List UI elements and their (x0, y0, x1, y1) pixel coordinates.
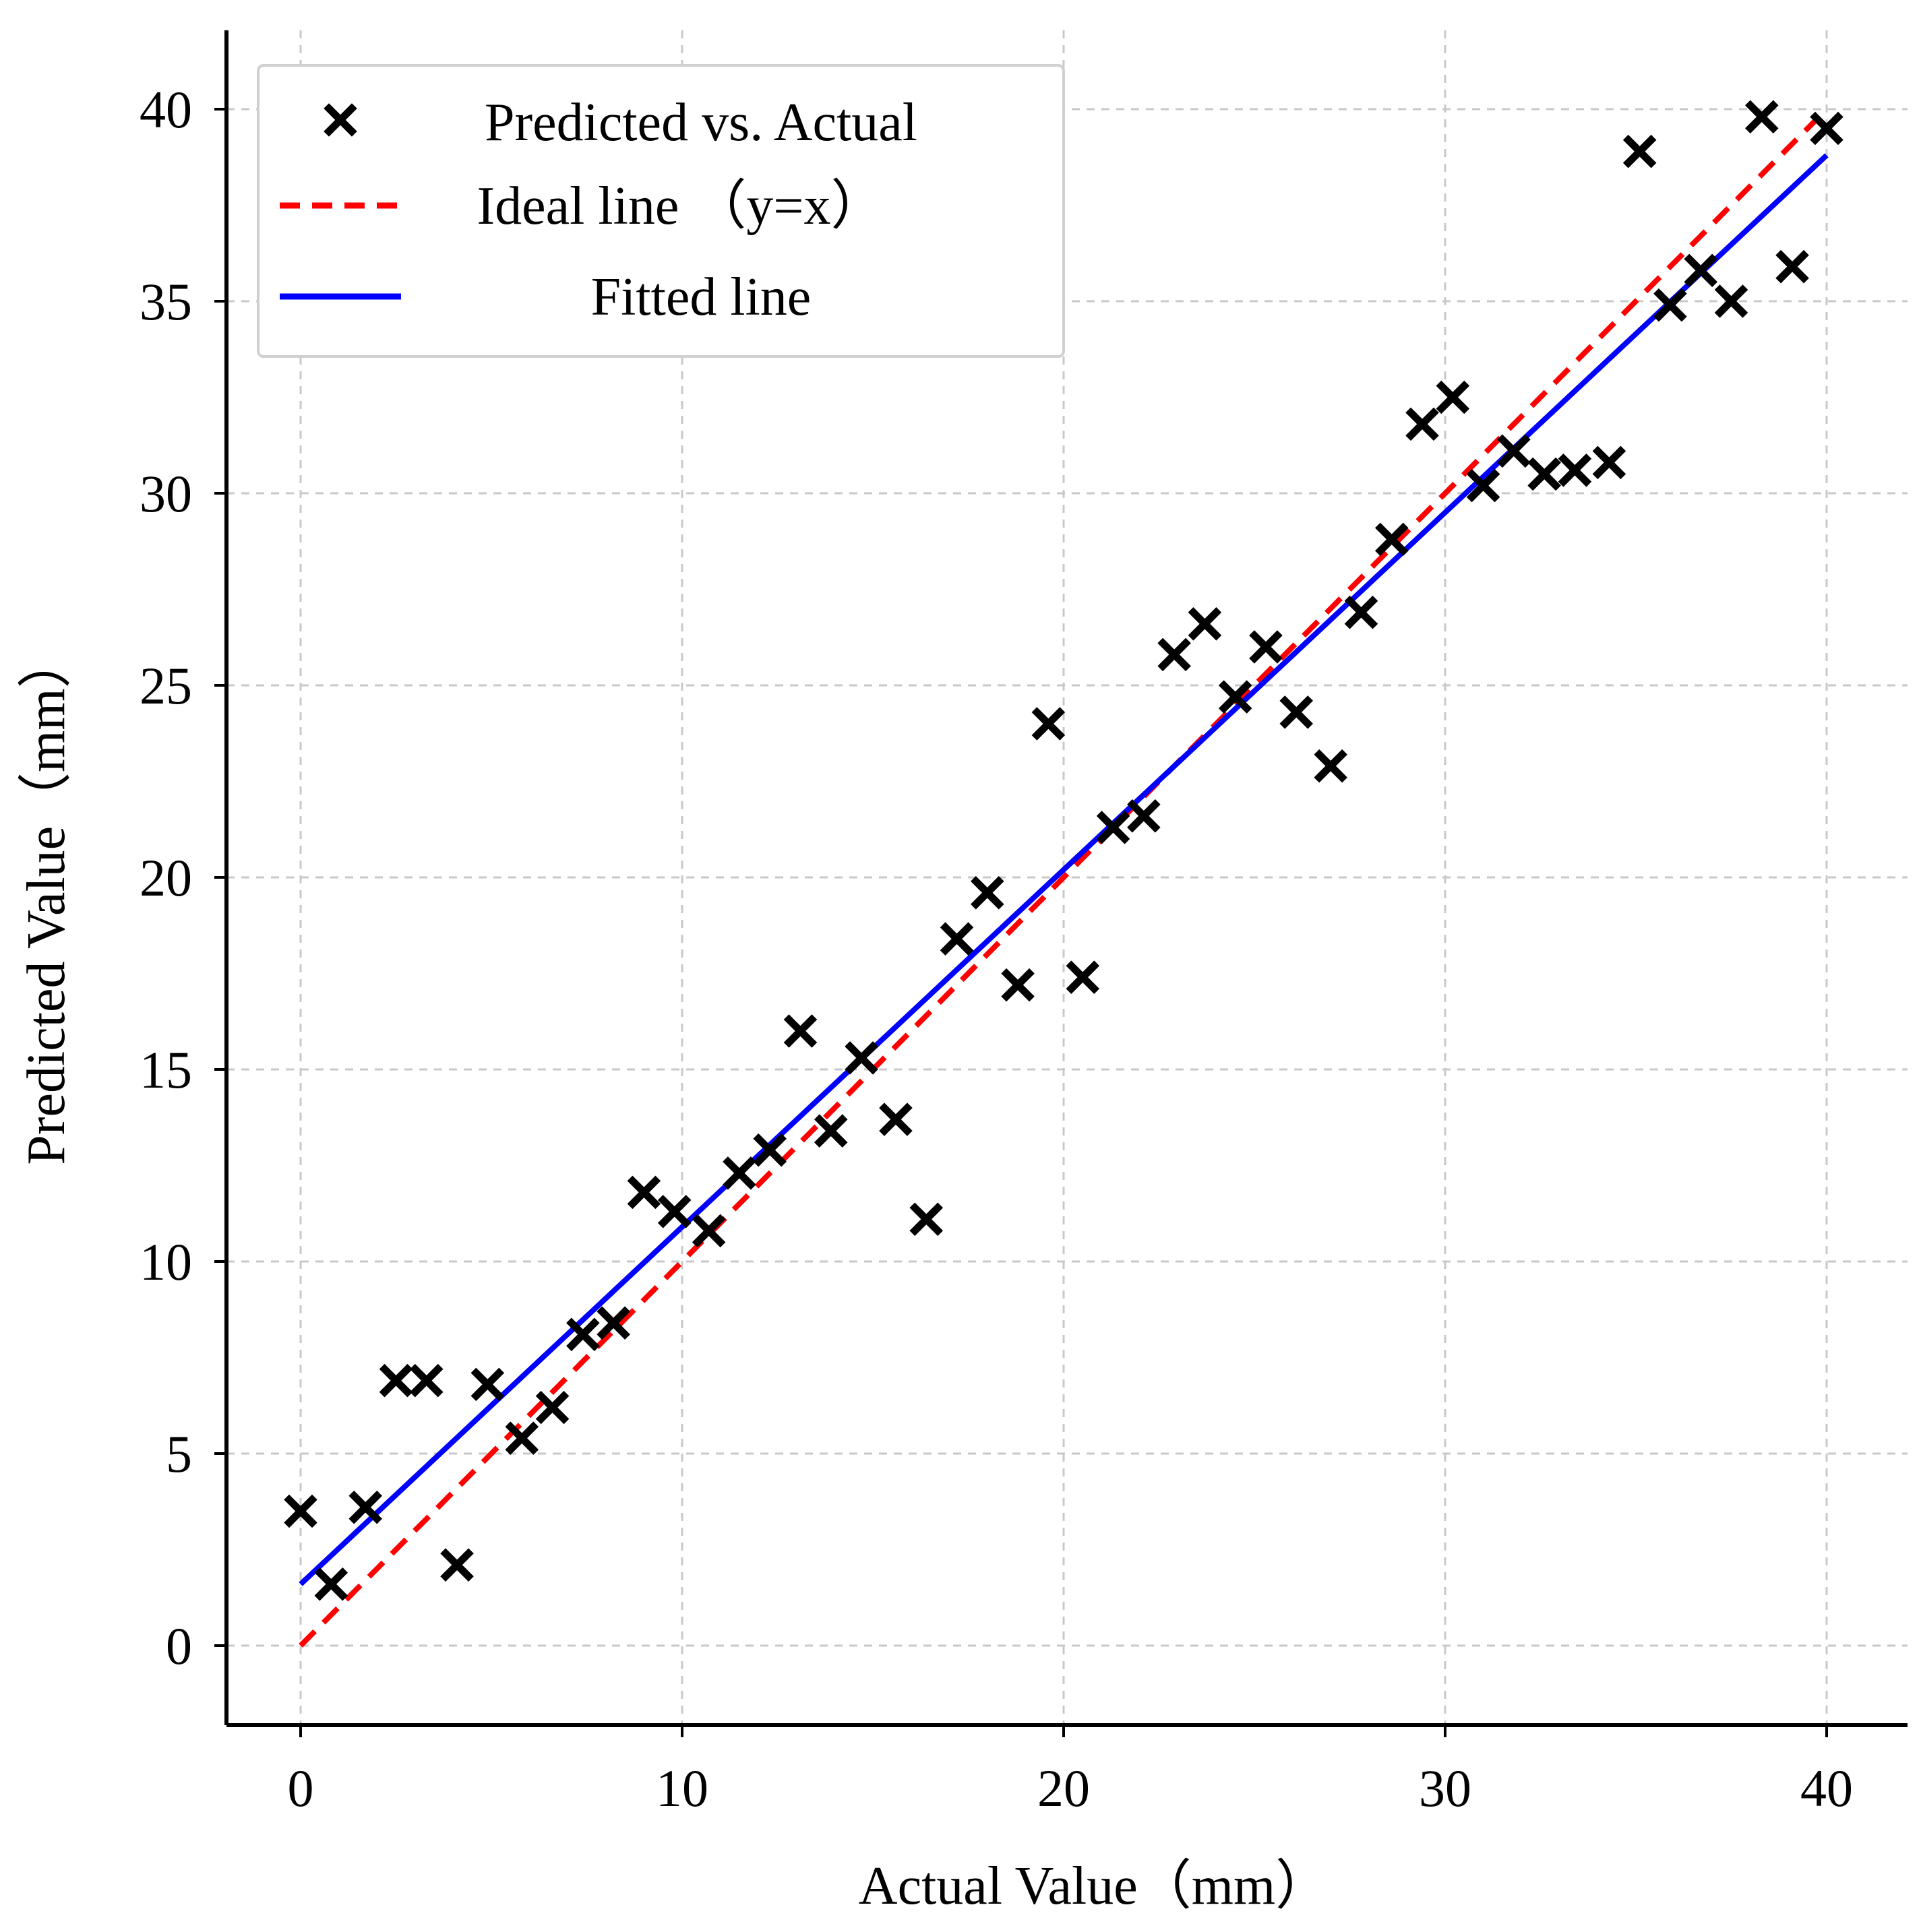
data-point-marker (440, 1548, 474, 1582)
ticks: 0 10 20 30 40 0 5 10 15 20 25 30 35 40 (140, 80, 1853, 1817)
data-point-marker (1344, 595, 1378, 629)
data-point-marker (1592, 445, 1626, 480)
data-point-marker (1653, 288, 1687, 322)
data-point-marker (1558, 454, 1592, 487)
data-point-marker (1745, 100, 1779, 134)
data-point-marker (1188, 607, 1222, 641)
y-tick-label: 30 (140, 464, 192, 523)
data-point-marker (470, 1367, 505, 1402)
ideal-line (299, 107, 1829, 1648)
data-point-marker (1279, 695, 1314, 729)
y-tick-label: 5 (166, 1425, 192, 1483)
data-point-marker (845, 1041, 878, 1075)
data-point-marker (1001, 968, 1035, 1002)
y-tick-label: 10 (140, 1233, 192, 1291)
legend-entry-fitted: Fitted line (280, 268, 811, 327)
data-point-marker (1684, 253, 1717, 288)
data-point-marker (1527, 457, 1561, 491)
data-point-marker (566, 1317, 600, 1352)
data-point-marker (1066, 960, 1100, 994)
x-tick-label: 30 (1419, 1759, 1471, 1817)
data-point-marker (1218, 680, 1252, 714)
x-tick-label: 20 (1037, 1759, 1090, 1817)
data-point-marker (1031, 707, 1066, 741)
y-tick-label: 40 (140, 80, 192, 139)
data-point-marker (971, 876, 1004, 910)
legend-label-ideal: Ideal line （y=x） (477, 177, 885, 236)
y-tick-label: 15 (140, 1040, 192, 1099)
legend-label-fitted: Fitted line (591, 268, 812, 327)
data-point-marker (909, 1202, 944, 1237)
data-point-marker (723, 1156, 756, 1190)
data-point-marker (627, 1175, 661, 1210)
y-axis-title: Predicted Value（mm） (17, 634, 76, 1164)
legend-entry-ideal: Ideal line （y=x） (280, 177, 884, 236)
x-tick-label: 0 (288, 1759, 314, 1817)
fitted-line (299, 153, 1829, 1586)
data-point-marker (1405, 407, 1439, 441)
data-point-marker (657, 1195, 692, 1228)
data-point-marker (814, 1114, 848, 1148)
data-point-marker (1436, 380, 1470, 414)
data-point-marker (783, 1014, 818, 1048)
data-point-marker (1497, 434, 1531, 468)
x-tick-label: 10 (656, 1759, 708, 1817)
data-point-marker (1157, 637, 1191, 672)
data-point-marker (753, 1133, 787, 1167)
x-tick-label: 40 (1800, 1759, 1853, 1817)
data-point-marker (314, 1567, 348, 1601)
data-point-marker (348, 1491, 382, 1524)
data-point-marker (1714, 284, 1748, 318)
data-point-marker (692, 1214, 726, 1248)
data-point-marker (1374, 522, 1409, 557)
data-point-marker (940, 922, 974, 956)
data-point-marker (879, 1102, 913, 1136)
y-tick-label: 25 (140, 656, 192, 715)
series-lines (299, 107, 1829, 1648)
data-point-marker (1249, 630, 1283, 664)
data-point-marker (1622, 134, 1657, 168)
legend-entry-scatter: Predicted vs. Actual (324, 93, 917, 152)
scatter-markers (284, 100, 1843, 1601)
legend: Predicted vs. Actual Ideal line （y=x） Fi… (257, 64, 1065, 358)
data-point-marker (1096, 811, 1130, 844)
data-point-marker (1314, 749, 1347, 783)
data-point-marker (535, 1390, 570, 1425)
data-point-marker (1127, 799, 1161, 833)
data-point-marker (505, 1421, 539, 1455)
data-point-marker (1466, 468, 1500, 503)
data-point-marker (1810, 111, 1843, 146)
data-point-marker (379, 1363, 413, 1398)
legend-x-marker (324, 103, 357, 137)
data-point-marker (597, 1306, 630, 1340)
x-axis-title: Actual Value（mm） (859, 1857, 1329, 1916)
data-point-marker (410, 1363, 444, 1398)
legend-x-marker-icon (324, 103, 357, 137)
y-tick-label: 0 (166, 1617, 192, 1675)
legend-box (257, 64, 1065, 358)
data-point-marker (1775, 249, 1809, 284)
y-tick-label: 20 (140, 848, 192, 907)
data-point-marker (284, 1494, 317, 1528)
y-tick-label: 35 (140, 272, 192, 331)
legend-label-scatter: Predicted vs. Actual (485, 93, 917, 152)
